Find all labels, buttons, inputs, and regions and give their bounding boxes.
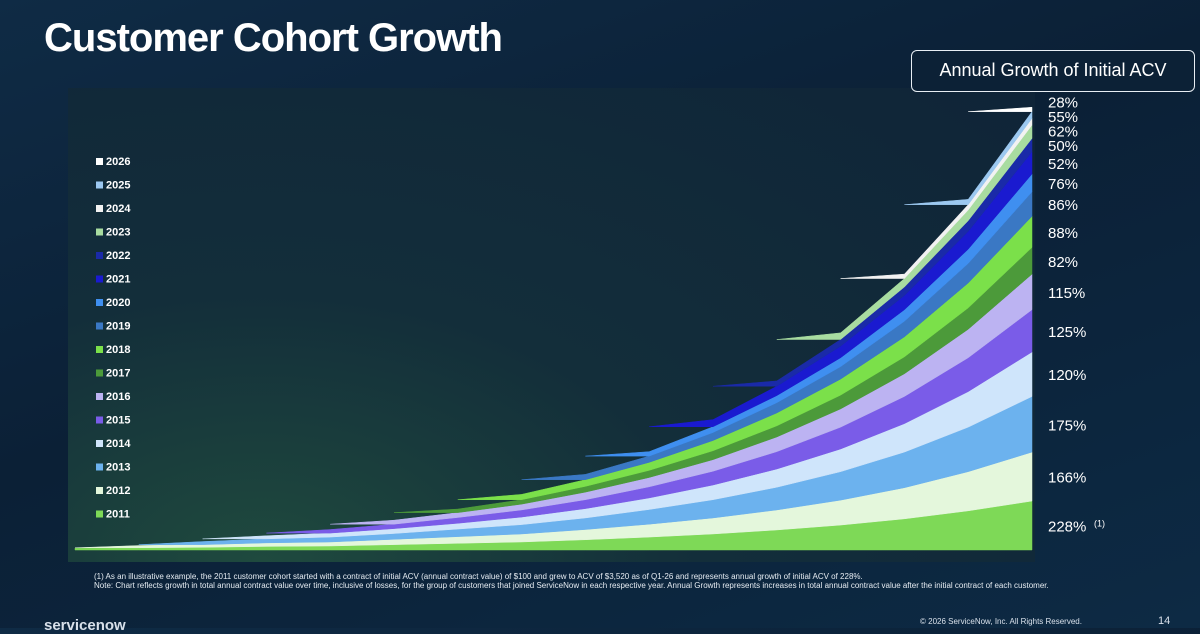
- legend-swatch: [96, 463, 103, 471]
- legend-swatch: [96, 369, 103, 377]
- legend-swatch: [96, 346, 103, 353]
- title: Customer Cohort Growth: [44, 16, 503, 60]
- legend-label: 2011: [106, 509, 130, 521]
- copyright: © 2026 ServiceNow, Inc. All Rights Reser…: [920, 617, 1082, 626]
- growth-label: 86%: [1048, 197, 1078, 214]
- legend-label: 2022: [106, 250, 130, 262]
- growth-label: 76%: [1048, 176, 1078, 193]
- legend-label: 2024: [106, 203, 131, 215]
- legend-label: 2015: [106, 415, 130, 427]
- growth-header: Annual Growth of Initial ACV: [911, 50, 1195, 92]
- cohort-area: [904, 110, 1033, 205]
- legend-swatch: [96, 416, 103, 424]
- legend-label: 2021: [106, 274, 130, 286]
- growth-label: 166%: [1048, 470, 1086, 487]
- legend-swatch: [96, 158, 103, 165]
- legend-swatch: [96, 299, 103, 306]
- logo: servicenow: [44, 617, 126, 634]
- legend-label: 2025: [106, 180, 130, 192]
- growth-label: 28%: [1048, 95, 1078, 112]
- growth-label: 125%: [1048, 324, 1086, 341]
- legend-label: 2017: [106, 368, 130, 380]
- legend-swatch: [96, 205, 103, 212]
- growth-label: 88%: [1048, 225, 1078, 242]
- growth-label: 82%: [1048, 254, 1078, 271]
- growth-label: 115%: [1048, 285, 1085, 302]
- legend-label: 2014: [106, 438, 131, 450]
- legend-label: 2018: [106, 344, 130, 356]
- legend-label: 2026: [106, 156, 130, 168]
- legend-swatch: [96, 510, 103, 518]
- growth-label: 120%: [1048, 367, 1086, 384]
- legend-swatch: [96, 181, 103, 189]
- growth-label: 52%: [1048, 156, 1078, 173]
- legend-swatch: [96, 322, 103, 330]
- cohort-area: [968, 106, 1033, 112]
- footnote-marker: (1): [1094, 519, 1105, 529]
- legend-swatch: [96, 228, 103, 236]
- footnotes: (1) As an illustrative example, the 2011…: [94, 572, 1124, 590]
- legend-swatch: [96, 487, 103, 494]
- growth-label: 62%: [1048, 124, 1078, 141]
- legend-label: 2013: [106, 462, 130, 474]
- page-number: 14: [1158, 615, 1171, 627]
- footnote: Note: Chart reflects growth in total ann…: [94, 581, 1049, 590]
- footnote: (1) As an illustrative example, the 2011…: [94, 572, 863, 581]
- legend-swatch: [96, 275, 103, 283]
- legend-label: 2020: [106, 297, 130, 309]
- legend-label: 2012: [106, 485, 130, 497]
- legend-swatch: [96, 393, 103, 400]
- legend-label: 2019: [106, 321, 130, 333]
- growth-label: 228%: [1048, 519, 1086, 536]
- legend-swatch: [96, 252, 103, 259]
- legend-label: 2023: [106, 227, 130, 239]
- growth-label: 55%: [1048, 109, 1078, 126]
- growth-label: 175%: [1048, 417, 1086, 434]
- legend-label: 2016: [106, 391, 130, 403]
- growth-label: 50%: [1048, 138, 1078, 155]
- legend-swatch: [96, 440, 103, 447]
